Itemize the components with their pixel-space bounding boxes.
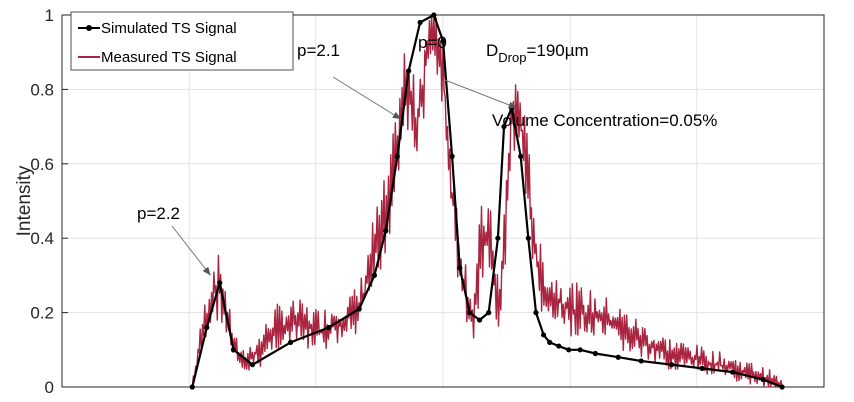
simulated-point-20 [495, 235, 501, 241]
simulated-point-0 [189, 384, 195, 390]
simulated-point-1 [204, 324, 210, 331]
simulated-point-25 [533, 310, 539, 316]
simulated-point-21 [501, 124, 507, 130]
y-tick-label-4: 0.8 [30, 80, 54, 99]
series-layer [189, 12, 785, 390]
legend-label-simulated: Simulated TS Signal [101, 20, 237, 37]
simulated-point-18 [476, 317, 483, 323]
simulated-point-17 [467, 310, 473, 316]
drop-size-value: =190µm [526, 41, 588, 60]
drop-size-label: DDrop=190µm [486, 41, 589, 65]
simulated-point-34 [669, 362, 675, 368]
plot-frame [61, 14, 825, 388]
legend-marker-simulated [86, 25, 92, 31]
simulated-point-32 [615, 354, 621, 360]
annotation-p21: p=2.1 [297, 41, 340, 60]
annotation-arrow-p21 [332, 76, 402, 120]
legend-label-measured: Measured TS Signal [101, 49, 237, 66]
annotation-arrow-p22 [171, 225, 211, 276]
simulated-point-12 [417, 19, 423, 26]
simulated-point-5 [288, 339, 294, 345]
simulated-point-28 [556, 343, 562, 349]
drop-size-subscript: Drop [498, 50, 526, 65]
simulated-point-11 [406, 68, 412, 74]
simulated-point-13 [431, 12, 437, 18]
annotation-arrowhead-1 [392, 111, 402, 120]
simulated-point-37 [760, 376, 766, 383]
simulated-point-31 [592, 350, 599, 357]
simulated-point-36 [729, 369, 736, 375]
simulated-point-35 [699, 365, 705, 371]
simulated-point-23 [518, 153, 524, 159]
y-tick-label-0: 0 [45, 378, 54, 397]
y-axis-title: Intensity [14, 165, 35, 236]
y-tick-label-3: 0.6 [30, 155, 54, 174]
y-tick-label-1: 0.2 [30, 304, 54, 323]
simulated-point-19 [486, 310, 492, 316]
simulated-point-27 [547, 339, 553, 345]
simulated-point-3 [230, 347, 237, 353]
simulated-point-30 [577, 347, 583, 353]
simulated-point-15 [449, 153, 455, 159]
legend-box [70, 11, 294, 71]
annotation-arrowhead-0 [202, 266, 211, 276]
annotations: p=2.2 p=2.1 p=0 DDrop=190µm Volume Conce… [137, 33, 717, 276]
simulated-point-2 [217, 280, 223, 286]
legend: Simulated TS Signal Measured TS Signal [70, 11, 294, 71]
annotation-p0: p=0 [418, 33, 447, 52]
annotation-p22: p=2.2 [137, 204, 180, 223]
simulated-point-29 [566, 347, 572, 353]
simulated-point-9 [383, 228, 389, 234]
simulated-point-6 [326, 324, 332, 331]
y-axis: 0 0.2 0.4 0.6 0.8 1 [30, 6, 68, 397]
simulated-point-16 [457, 265, 463, 271]
simulated-point-24 [525, 235, 531, 241]
volume-concentration-label: Volume Concentration=0.05% [492, 111, 717, 130]
simulated-point-4 [249, 362, 256, 368]
simulated-point-33 [638, 358, 644, 364]
series-line-measured [191, 14, 783, 388]
simulated-point-7 [356, 306, 362, 312]
simulated-point-14 [440, 38, 446, 44]
annotation-arrowhead-2 [507, 101, 517, 109]
simulated-point-10 [394, 153, 400, 159]
y-tick-label-5: 1 [45, 6, 54, 25]
drop-size-symbol: D [486, 41, 498, 60]
simulated-point-26 [540, 332, 547, 338]
y-tick-label-2: 0.4 [30, 229, 54, 248]
simulated-point-38 [779, 384, 785, 390]
annotation-arrow-p0 [444, 79, 518, 109]
simulated-point-8 [371, 272, 378, 278]
